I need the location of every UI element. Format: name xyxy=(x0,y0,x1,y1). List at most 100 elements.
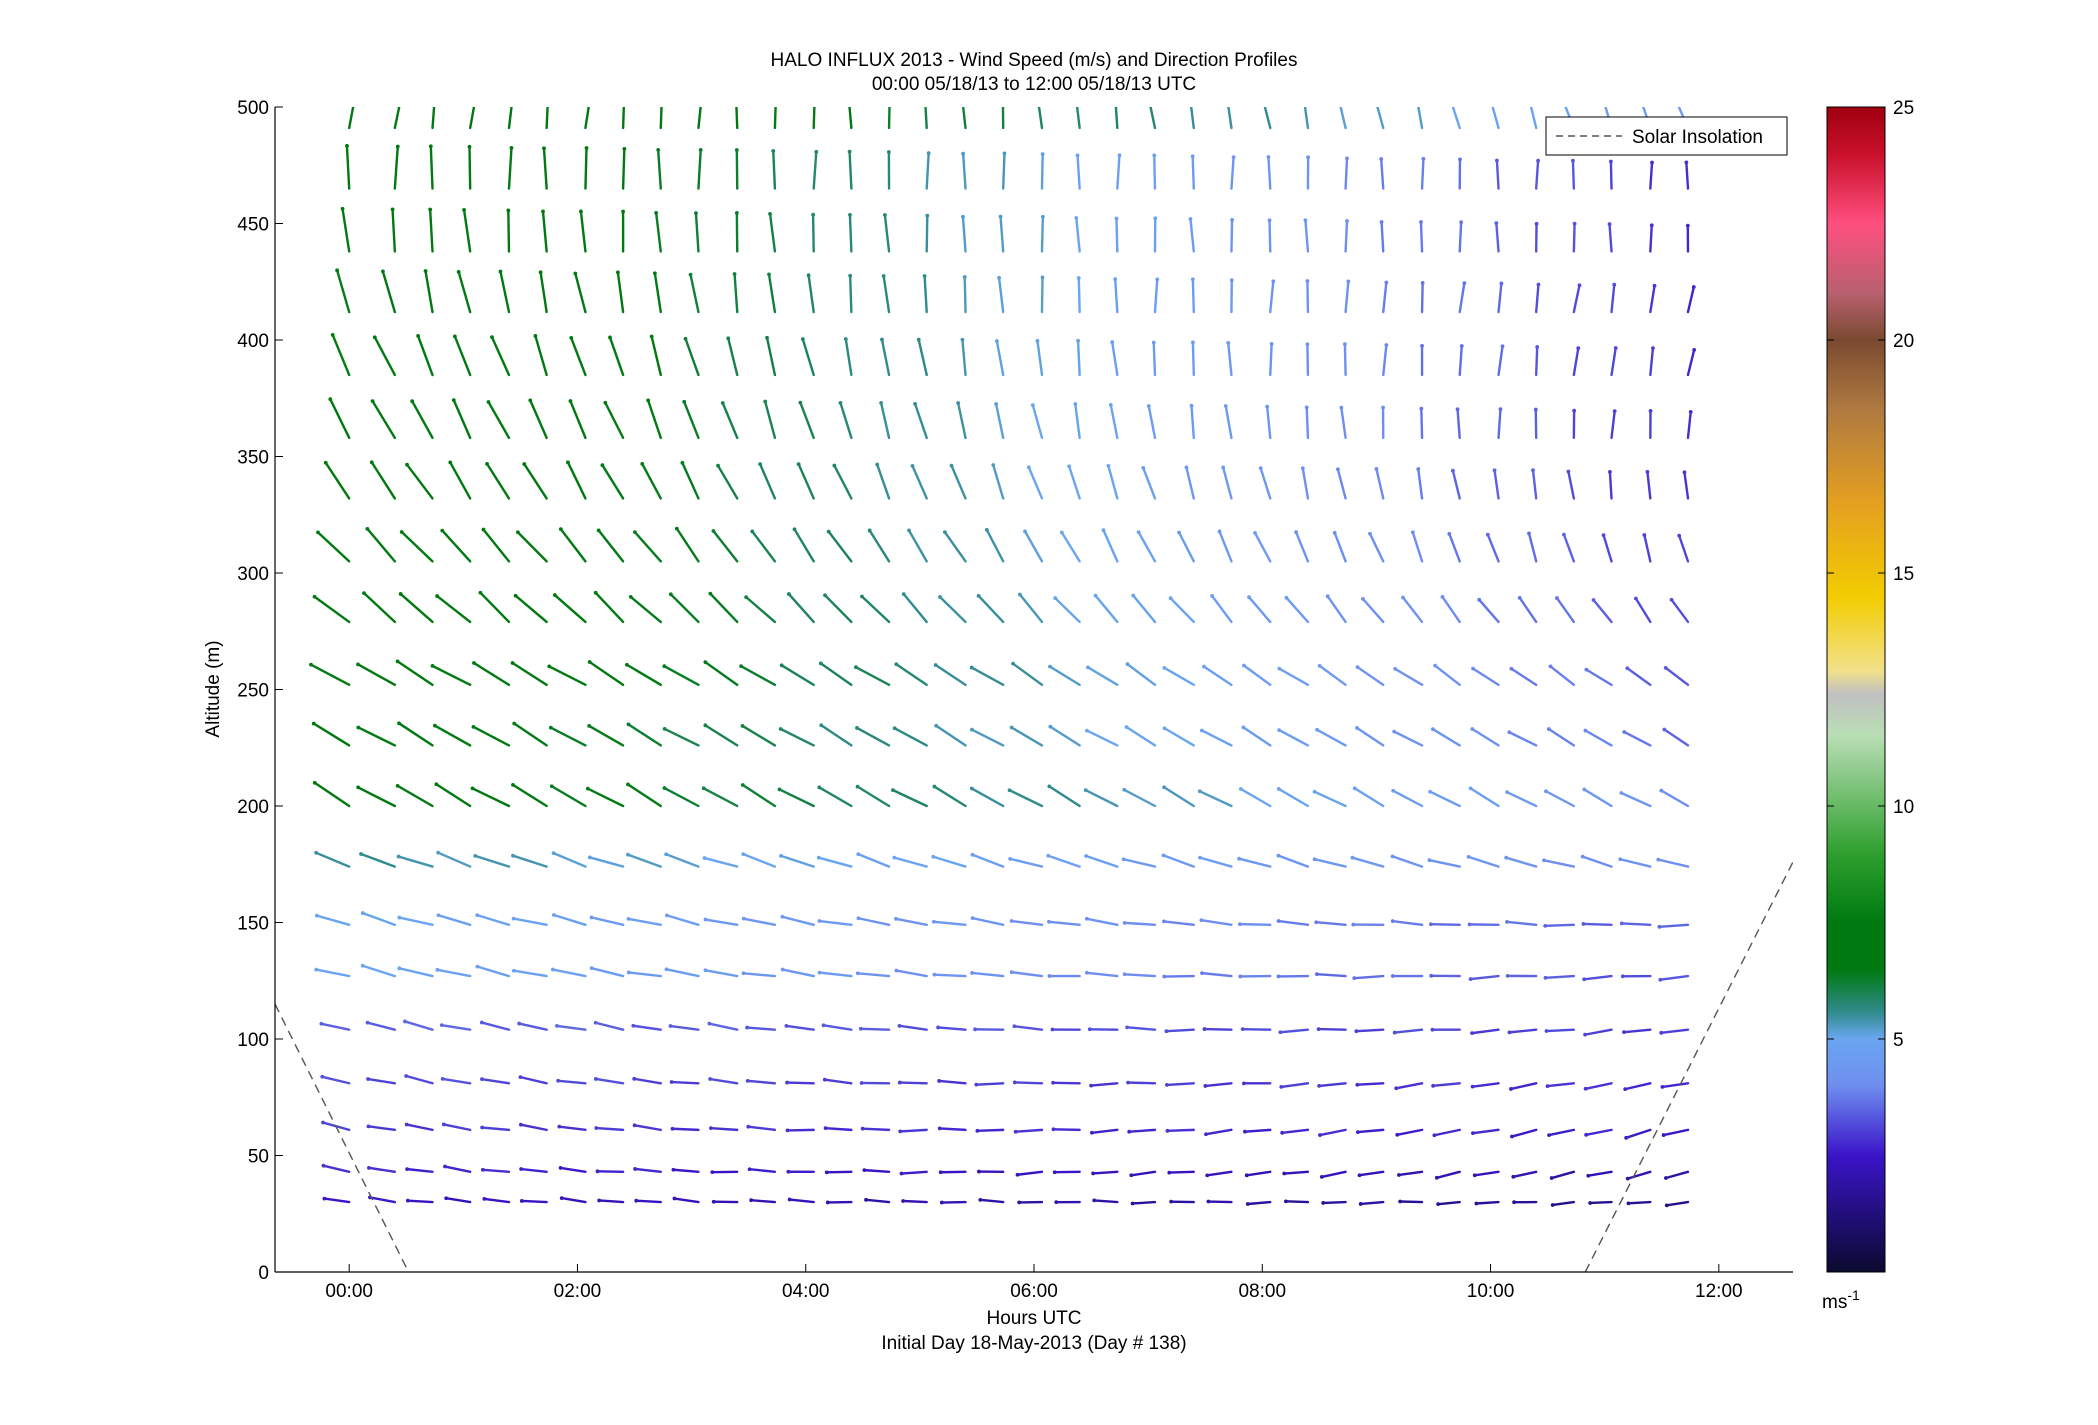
wind-vector xyxy=(1510,667,1538,687)
wind-vector xyxy=(1583,1028,1613,1036)
wind-vector-head xyxy=(440,528,445,533)
wind-vector xyxy=(937,1079,967,1085)
wind-vector xyxy=(1491,107,1500,130)
wind-vector xyxy=(938,595,967,624)
wind-vector-head xyxy=(847,149,852,154)
solar-insolation-line xyxy=(275,1003,410,1272)
wind-vector-head xyxy=(1555,596,1559,600)
wind-vector xyxy=(516,531,548,563)
wind-vector-head xyxy=(1241,725,1246,730)
wind-vector-head xyxy=(404,1122,409,1127)
wind-vector-head xyxy=(901,592,906,597)
wind-vector-head xyxy=(798,400,803,405)
wind-vector-head xyxy=(1090,1130,1094,1135)
wind-vector-head xyxy=(1645,469,1650,474)
wind-vector xyxy=(1473,1170,1500,1177)
wind-vector-head xyxy=(1355,1082,1360,1087)
wind-vector-head xyxy=(1572,221,1577,226)
wind-vector xyxy=(1047,920,1081,927)
wind-vector-head xyxy=(633,530,637,535)
wind-vector xyxy=(708,1022,739,1031)
wind-vector-head xyxy=(1276,919,1281,923)
wind-vector-head xyxy=(1304,405,1309,410)
wind-vector xyxy=(779,727,815,747)
wind-vector-head xyxy=(662,786,667,790)
wind-vector-head xyxy=(741,971,746,976)
wind-vector-head xyxy=(1224,91,1228,95)
wind-vector-head xyxy=(559,1196,564,1201)
wind-vector xyxy=(1283,1170,1310,1175)
wind-vector xyxy=(1008,789,1044,808)
wind-vector xyxy=(1588,1200,1613,1205)
wind-vector-head xyxy=(1354,1029,1359,1034)
wind-vector-head xyxy=(593,1077,598,1081)
wind-vector xyxy=(1200,971,1233,978)
wind-vector-head xyxy=(1398,1199,1403,1204)
wind-vector xyxy=(1152,341,1157,377)
wind-vector-head xyxy=(345,143,349,148)
wind-vector xyxy=(854,665,891,687)
wind-vector xyxy=(880,338,891,377)
wind-vector-head xyxy=(1427,858,1432,863)
wind-vector xyxy=(773,107,777,130)
wind-vector-head xyxy=(395,659,400,664)
wind-vector xyxy=(1543,923,1576,928)
wind-vector xyxy=(558,1125,587,1132)
wind-vector-head xyxy=(1345,219,1349,223)
wind-vector xyxy=(552,851,587,868)
wind-vector xyxy=(443,1165,472,1174)
wind-vector xyxy=(1263,107,1272,130)
wind-vector-head xyxy=(1012,1080,1017,1085)
wind-vector-head xyxy=(396,854,401,859)
wind-vector xyxy=(856,972,891,978)
wind-vector xyxy=(604,401,625,440)
wind-vector-head xyxy=(1584,1132,1589,1137)
wind-vector xyxy=(629,595,662,624)
wind-vector-head xyxy=(668,1024,673,1028)
wind-vector xyxy=(1572,284,1581,314)
wind-vector-head xyxy=(428,207,433,212)
wind-vector xyxy=(553,593,587,624)
wind-vector xyxy=(1626,1170,1652,1180)
wind-vector xyxy=(431,107,436,130)
wind-vector-head xyxy=(916,337,921,342)
wind-vector-head xyxy=(823,1126,828,1131)
wind-vector xyxy=(1284,1200,1310,1204)
wind-vector xyxy=(1074,402,1081,440)
wind-vector-head xyxy=(894,916,898,921)
wind-vector-head xyxy=(1361,596,1365,601)
wind-vector xyxy=(673,1197,700,1204)
wind-vector-head xyxy=(1305,342,1310,347)
wind-vector-head xyxy=(897,1023,902,1028)
wind-vector-head xyxy=(779,853,783,858)
wind-vector xyxy=(781,915,815,927)
wind-vector xyxy=(1420,157,1425,190)
wind-vector xyxy=(861,1127,891,1132)
wind-vector-head xyxy=(322,1196,327,1201)
wind-vector-head xyxy=(515,530,520,535)
chart-subtitle: 00:00 05/18/13 to 12:00 05/18/13 UTC xyxy=(872,74,1196,95)
wind-vector xyxy=(1581,855,1613,868)
wind-vector xyxy=(347,107,355,130)
wind-vector xyxy=(656,148,662,190)
wind-vector xyxy=(1011,662,1044,687)
wind-vector xyxy=(519,1075,548,1085)
wind-vector-head xyxy=(688,272,693,277)
wind-vector xyxy=(393,107,401,130)
wind-vector xyxy=(476,965,511,978)
wind-vector xyxy=(1277,854,1310,868)
wind-vector xyxy=(1010,726,1044,747)
wind-vector-head xyxy=(1534,221,1539,226)
wind-vector xyxy=(398,916,434,927)
wind-vector xyxy=(1353,974,1385,980)
wind-vector xyxy=(1313,790,1347,808)
wind-vector-head xyxy=(428,144,433,149)
wind-vector-head xyxy=(1682,470,1687,475)
wind-vector-head xyxy=(894,968,899,973)
wind-vector xyxy=(1608,222,1613,253)
wind-vector-head xyxy=(482,1197,487,1201)
wind-vector-head xyxy=(1210,594,1215,598)
wind-vector xyxy=(435,783,472,808)
wind-vector xyxy=(825,1170,853,1174)
wind-vector-head xyxy=(436,913,441,918)
